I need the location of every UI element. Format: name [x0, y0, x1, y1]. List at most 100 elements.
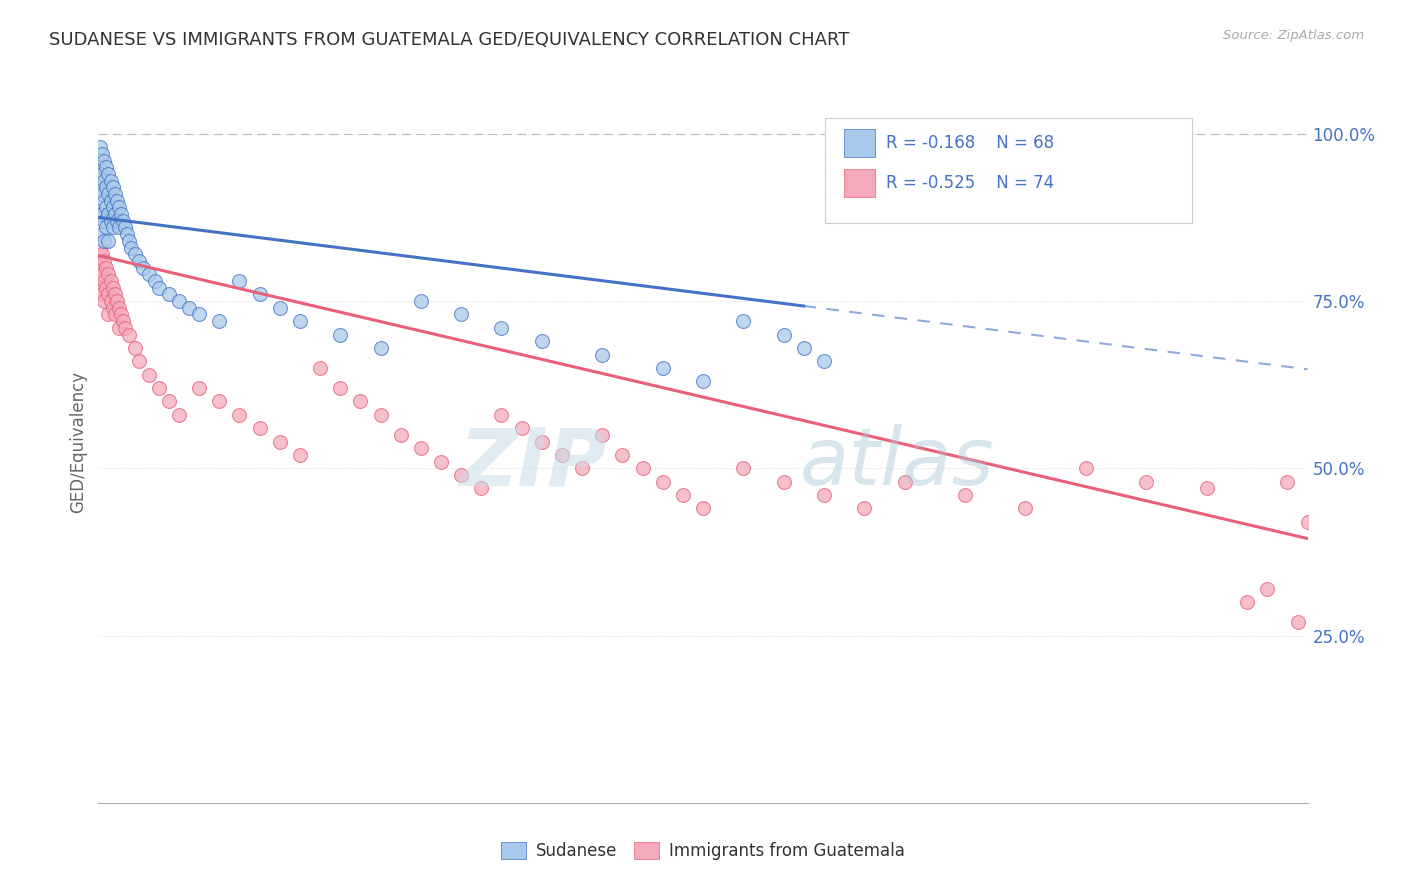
Point — [772, 475, 794, 489]
Point — [96, 161, 118, 175]
Point — [93, 294, 115, 309]
Point — [91, 147, 114, 161]
Point — [249, 287, 271, 301]
Point — [733, 314, 755, 328]
Point — [93, 234, 115, 248]
Point — [370, 408, 392, 422]
Point — [89, 207, 111, 221]
Point — [309, 361, 332, 376]
Point — [97, 207, 120, 221]
Point — [91, 187, 114, 202]
Point — [91, 268, 114, 282]
Legend: Sudanese, Immigrants from Guatemala: Sudanese, Immigrants from Guatemala — [495, 835, 911, 867]
Point — [100, 194, 122, 208]
Point — [530, 334, 553, 349]
Point — [91, 207, 114, 221]
Point — [105, 294, 128, 309]
Point — [96, 281, 118, 295]
Point — [97, 268, 120, 282]
Point — [93, 214, 115, 228]
Point — [93, 254, 115, 268]
Point — [93, 153, 115, 168]
Point — [853, 501, 876, 516]
Point — [114, 321, 136, 335]
Text: Source: ZipAtlas.com: Source: ZipAtlas.com — [1223, 29, 1364, 42]
Point — [470, 482, 492, 496]
Point — [329, 381, 352, 395]
Point — [733, 461, 755, 475]
Point — [692, 375, 714, 389]
Point — [101, 281, 124, 295]
Point — [107, 220, 129, 235]
Point — [89, 180, 111, 194]
Y-axis label: GED/Equivalency: GED/Equivalency — [69, 370, 87, 513]
Point — [97, 234, 120, 248]
Point — [101, 201, 124, 215]
Point — [89, 241, 111, 255]
Point — [188, 381, 211, 395]
Point — [772, 327, 794, 342]
Point — [105, 214, 128, 228]
Point — [111, 214, 134, 228]
Point — [103, 287, 125, 301]
Point — [138, 268, 160, 282]
Point — [793, 341, 815, 355]
Point — [93, 194, 115, 208]
Point — [1286, 615, 1309, 630]
Point — [409, 294, 432, 309]
Point — [208, 314, 231, 328]
Point — [97, 187, 120, 202]
Point — [89, 281, 111, 295]
Point — [953, 488, 976, 502]
Point — [389, 427, 412, 442]
Point — [288, 448, 311, 462]
Point — [612, 448, 634, 462]
Point — [813, 488, 835, 502]
Point — [91, 247, 114, 261]
Point — [651, 475, 673, 489]
Point — [91, 227, 114, 242]
Point — [97, 287, 120, 301]
Point — [148, 281, 170, 295]
Point — [167, 408, 190, 422]
Point — [120, 241, 142, 255]
Point — [651, 361, 673, 376]
Point — [91, 167, 114, 181]
Point — [103, 207, 125, 221]
Point — [813, 354, 835, 368]
Point — [1074, 461, 1097, 475]
Point — [228, 408, 250, 422]
Point — [208, 394, 231, 409]
Point — [89, 260, 111, 275]
Text: R = -0.525    N = 74: R = -0.525 N = 74 — [886, 174, 1054, 192]
Point — [143, 274, 166, 288]
Point — [157, 394, 180, 409]
Point — [118, 234, 141, 248]
Point — [96, 220, 118, 235]
Point — [228, 274, 250, 288]
Point — [89, 161, 111, 175]
Point — [530, 434, 553, 449]
Text: atlas: atlas — [800, 425, 994, 502]
Point — [1277, 475, 1299, 489]
Point — [110, 207, 132, 221]
Point — [148, 381, 170, 395]
Point — [430, 455, 453, 469]
Point — [491, 321, 513, 335]
Text: R = -0.168    N = 68: R = -0.168 N = 68 — [886, 134, 1054, 152]
Point — [631, 461, 654, 475]
Point — [100, 274, 122, 288]
Point — [103, 187, 125, 202]
Point — [115, 227, 138, 242]
Point — [96, 180, 118, 194]
Point — [288, 314, 311, 328]
Point — [97, 167, 120, 181]
Point — [118, 327, 141, 342]
Point — [93, 274, 115, 288]
Point — [409, 442, 432, 455]
Point — [138, 368, 160, 382]
Point — [97, 307, 120, 322]
Point — [89, 140, 111, 154]
Point — [551, 448, 574, 462]
Point — [167, 294, 190, 309]
